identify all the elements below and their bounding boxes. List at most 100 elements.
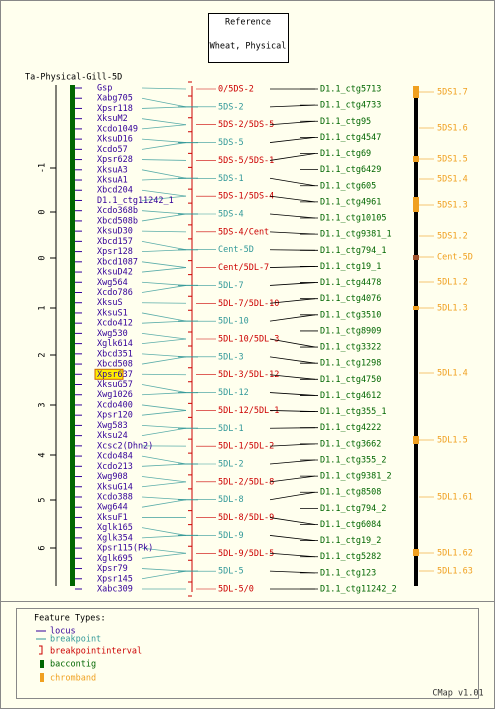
locus-label: XksuF1 (97, 513, 128, 523)
breakpoint-label: 5DL-2 (218, 460, 244, 470)
correspondence-line (141, 302, 187, 304)
legend-chromband-icon (40, 673, 44, 682)
interval-bracket (188, 474, 192, 490)
axis-label: 3 (38, 402, 48, 407)
correspondence-line (141, 455, 187, 465)
chromband-label: 5DL1.2 (437, 278, 468, 288)
correspondence-line (269, 552, 316, 558)
correspondence-line (141, 570, 187, 580)
breakpoint-label: 5DS-5/5DS-1 (218, 156, 274, 166)
correspondence-line (141, 138, 187, 143)
contig-label: D1.1_ctg8508 (320, 488, 381, 498)
correspondence-line (141, 124, 187, 130)
correspondence-line (141, 499, 187, 508)
correspondence-line (141, 267, 187, 273)
locus-label: Xbcd508b (97, 216, 138, 226)
locus-label: Xglk165 (97, 523, 133, 533)
contig-label: D1.1_ctg355_2 (320, 455, 387, 465)
locus-label: Xwg564 (97, 278, 128, 288)
correspondence-line (141, 356, 187, 365)
interval-bracket (188, 402, 192, 418)
breakpoint-label: 5DL-8/5DL-9 (218, 513, 274, 523)
reference-box (208, 13, 289, 63)
chromband (413, 255, 419, 260)
correspondence-line (269, 120, 316, 126)
locus-label: Xbcd204 (97, 186, 133, 196)
chromband (413, 436, 419, 444)
locus-label: XksuG14 (97, 482, 133, 492)
chromband-label: 5DL1.5 (437, 436, 468, 446)
locus-label: XksuD42 (97, 268, 133, 278)
chromband-label: 5DS1.3 (437, 201, 468, 211)
interval-bracket (188, 188, 192, 204)
correspondence-line (141, 261, 187, 268)
correspondence-line (141, 240, 187, 251)
legend-label: baccontig (50, 660, 96, 670)
locus-label: Xcdo1049 (97, 124, 138, 134)
contig-label: D1.1_ctg4750 (320, 375, 381, 385)
locus-label: Xcdo400 (97, 400, 133, 410)
breakpoint-label: 5DL-1 (218, 424, 244, 434)
correspondence-line (269, 314, 316, 322)
chromband (413, 156, 419, 162)
locus-label: XksuS (97, 298, 123, 308)
legend-title: Feature Types: (34, 614, 106, 624)
locus-label: XksuA1 (97, 176, 128, 186)
locus-label: Xpsr79 (97, 564, 128, 574)
correspondence-line (141, 338, 187, 345)
contig-label: D1.1_ctg3662 (320, 439, 381, 449)
breakpoint-label: 5DL-7 (218, 281, 244, 291)
contig-label: D1.1_ctg95 (320, 117, 371, 127)
axis-label: 1 (38, 305, 48, 310)
locus-label: Xbcd508 (97, 360, 133, 370)
reference-subtitle: Wheat, Physical (210, 42, 287, 52)
locus-label: Xwg908 (97, 472, 128, 482)
legend-interval-icon (39, 645, 43, 655)
correspondence-line (141, 213, 187, 222)
correspondence-line (269, 213, 316, 219)
locus-label: Xwg1026 (97, 390, 133, 400)
correspondence-line (141, 353, 187, 358)
correspondence-line (269, 282, 316, 286)
correspondence-line (269, 535, 316, 542)
interval-bracket (188, 81, 192, 97)
correspondence-line (269, 136, 316, 143)
reference-title: Reference (225, 18, 271, 28)
correspondence-line (141, 159, 187, 161)
contig-label: D1.1_ctg4222 (320, 423, 381, 433)
locus-label: XksuD16 (97, 135, 133, 145)
contig-label: D1.1_ctg8909 (320, 326, 381, 336)
breakpoint-label: 5DL-1/5DL-2 (218, 442, 274, 452)
locus-label: Xcdo213 (97, 462, 133, 472)
contig-label: D1.1_ctg4733 (320, 101, 381, 111)
interval-bracket (188, 117, 192, 133)
locus-label: Xbcd1087 (97, 257, 138, 267)
correspondence-line (141, 87, 187, 90)
contig-label: D1.1_ctg4961 (320, 197, 381, 207)
locus-label: XksuD30 (97, 227, 133, 237)
correspondence-line (141, 476, 187, 483)
correspondence-line (141, 427, 187, 437)
locus-label: Xksu24 (97, 431, 128, 441)
highlight (94, 368, 124, 380)
contig-bar (70, 85, 75, 586)
contig-label: D1.1_ctg794_1 (320, 246, 387, 256)
axis-label: 4 (38, 452, 48, 457)
interval-bracket (188, 438, 192, 454)
locus-label: Xglk614 (97, 339, 133, 349)
locus-label: Xcdo786 (97, 288, 133, 298)
correspondence-line (269, 356, 316, 364)
contig-label: D1.1_ctg4076 (320, 294, 381, 304)
interval-bracket (188, 510, 192, 526)
legend-box (16, 608, 479, 699)
axis-label: 0 (38, 255, 48, 260)
locus-label: Gsp (97, 84, 112, 94)
chromband-label: Cent-5D (437, 253, 473, 263)
breakpoint-label: 5DL-5/0 (218, 585, 254, 595)
breakpoint-label: 5DL-7/5DL-10 (218, 299, 279, 309)
axis-label: 6 (38, 545, 48, 550)
locus-label: XksuM2 (97, 114, 128, 124)
correspondence-line (141, 384, 187, 393)
correspondence-line (269, 374, 316, 380)
